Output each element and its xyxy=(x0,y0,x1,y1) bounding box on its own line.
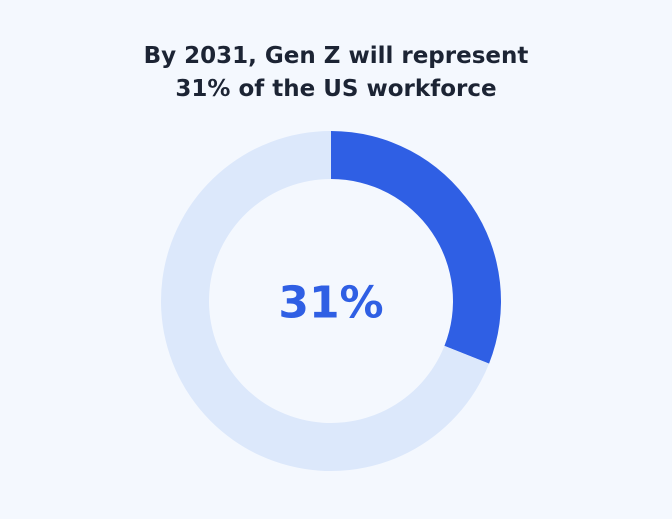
chart-title: By 2031, Gen Z will represent 31% of the… xyxy=(0,40,672,106)
donut-slices xyxy=(161,131,501,471)
donut-center-label: 31% xyxy=(278,278,383,329)
donut-slice-other xyxy=(161,131,490,471)
chart-title-line-2: 31% of the US workforce xyxy=(175,76,497,102)
donut-slice-gen-z xyxy=(331,131,501,364)
chart-title-line-1: By 2031, Gen Z will represent xyxy=(143,43,529,69)
